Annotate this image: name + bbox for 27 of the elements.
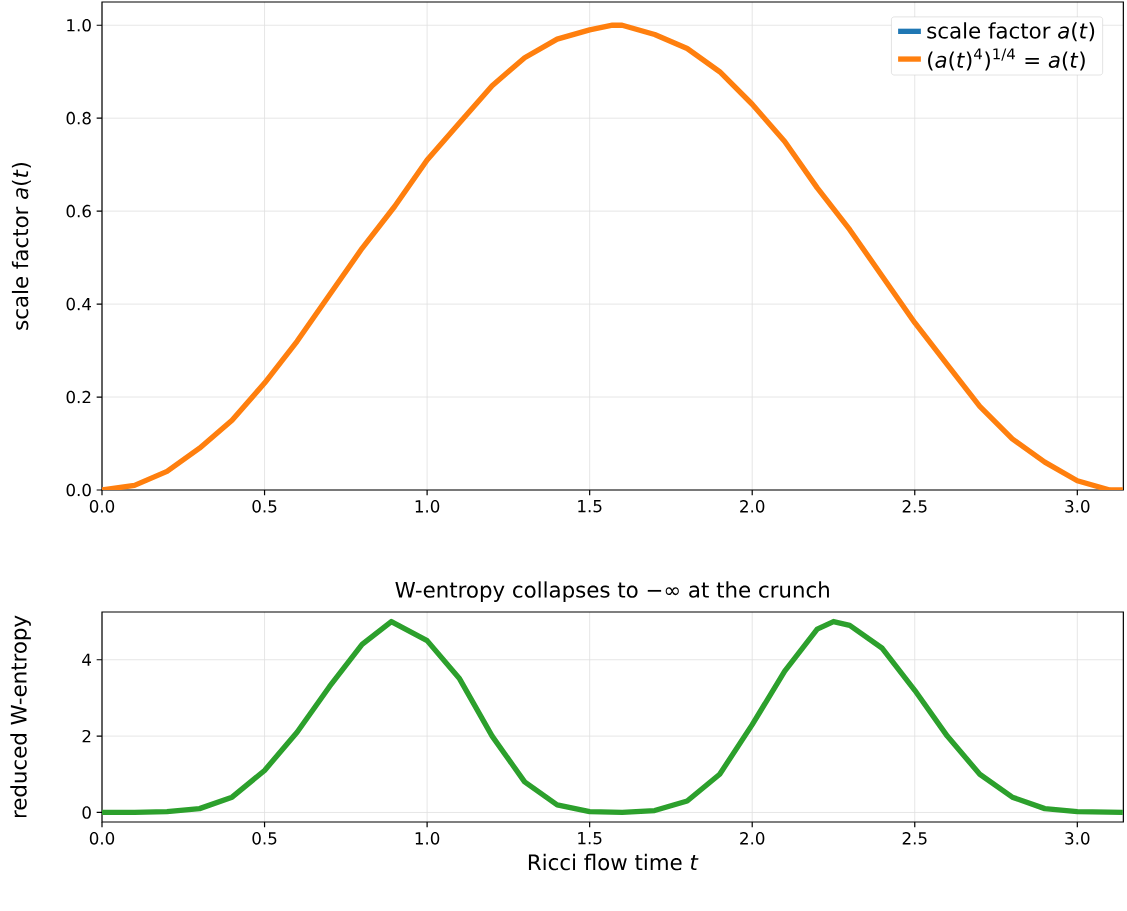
y-axis-title: reduced W-entropy [10,615,31,818]
y-tick-label: 2 [82,729,91,743]
x-tick-label: 3.0 [1065,500,1090,513]
y-tick-label: 0.8 [66,111,91,125]
y-tick-label: 0.4 [66,297,92,311]
y-axis-title: scale factor a(t) [11,162,31,330]
text: (a(t)$^{4}$)$^{1/4}$ = a(t) [928,48,1085,71]
y-tick-label: 0.2 [66,390,91,404]
x-axis-title: Ricci flow time t [528,853,699,871]
legend-label: scale factor a(t) [927,22,1095,42]
x-tick-label: 2.5 [902,832,927,845]
y-tick-label: 4 [82,653,92,666]
x-tick-label: 2.0 [740,832,765,845]
x-tick-label: 1.0 [415,832,440,845]
x-tick-label: 1.5 [578,832,602,845]
y-tick-label: 0 [82,806,91,819]
x-tick-label: 1.5 [578,500,602,513]
x-tick-label: 0.5 [252,832,277,845]
y-tick-label: 0.6 [66,204,91,218]
x-tick-label: 0.5 [252,500,277,513]
y-tick-label: 0.0 [66,483,91,497]
chart-title: W-entropy collapses to −∞ at the crunch [395,581,829,602]
x-tick-label: 2.0 [740,500,765,513]
y-tick-label: 1.0 [67,18,91,32]
x-tick-label: 1.0 [415,500,440,513]
x-tick-label: 3.0 [1065,832,1090,845]
x-tick-label: 2.5 [902,500,927,513]
